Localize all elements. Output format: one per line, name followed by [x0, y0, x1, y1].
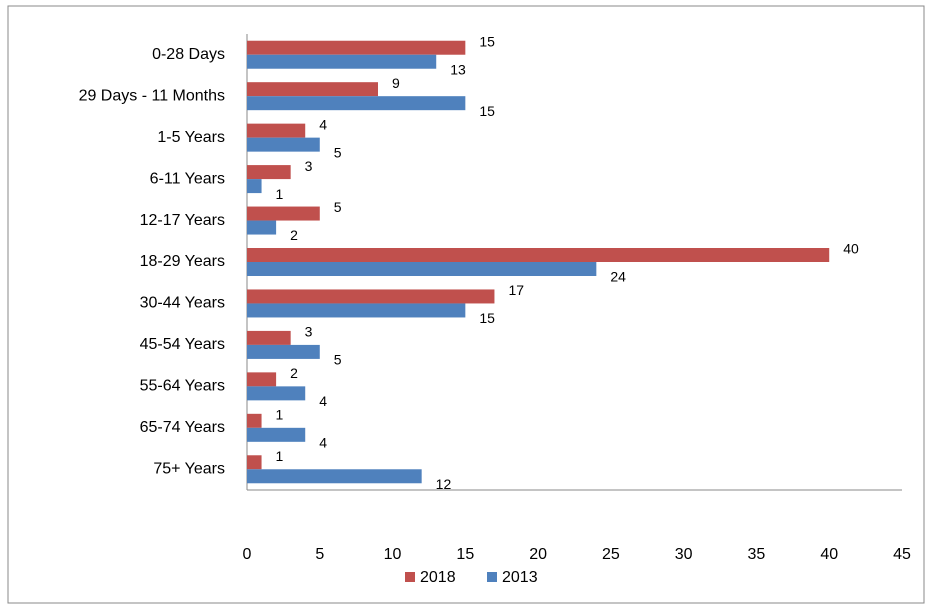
data-label: 4: [319, 393, 327, 409]
bar: [247, 330, 291, 345]
data-label: 1: [276, 407, 284, 423]
x-tick-label: 40: [820, 546, 838, 563]
data-label: 9: [392, 75, 400, 91]
data-label: 40: [843, 241, 859, 257]
x-tick-label: 25: [602, 546, 620, 563]
bar: [247, 469, 422, 484]
y-tick-label: 75+ Years: [153, 460, 225, 477]
bar: [247, 137, 320, 152]
x-tick-label: 0: [243, 546, 252, 563]
data-label: 2: [290, 365, 298, 381]
data-label: 3: [305, 158, 313, 174]
y-tick-label: 65-74 Years: [140, 419, 225, 436]
data-label: 13: [450, 61, 466, 77]
x-tick-label: 45: [893, 546, 911, 563]
legend-swatch: [487, 572, 497, 582]
bar: [247, 248, 830, 262]
legend-label: 2018: [420, 569, 456, 586]
x-tick-label: 10: [384, 546, 402, 563]
bar: [247, 455, 262, 470]
y-tick-label: 12-17 Years: [140, 212, 225, 229]
x-tick-label: 35: [748, 546, 766, 563]
data-label: 4: [319, 435, 327, 451]
data-label: 2: [290, 227, 298, 243]
y-tick-label: 29 Days - 11 Months: [79, 87, 225, 104]
bar: [247, 427, 306, 442]
data-label: 3: [305, 324, 313, 340]
legend-label: 2013: [502, 569, 538, 586]
data-label: 4: [319, 116, 327, 132]
bar: [247, 413, 262, 428]
data-label: 1: [276, 186, 284, 202]
data-label: 5: [334, 144, 342, 160]
data-label: 5: [334, 199, 342, 215]
bar: [247, 165, 291, 180]
data-label: 17: [508, 282, 524, 298]
data-label: 15: [479, 103, 495, 119]
bar: [247, 82, 378, 97]
y-tick-label: 6-11 Years: [150, 170, 225, 187]
bar: [247, 262, 597, 276]
bar: [247, 179, 262, 194]
bar: [247, 40, 466, 55]
data-label: 5: [334, 352, 342, 368]
chart-border: [7, 5, 925, 604]
y-tick-label: 55-64 Years: [140, 378, 225, 395]
bar: [247, 303, 466, 318]
data-label: 24: [610, 269, 626, 285]
y-tick-label: 0-28 Days: [152, 46, 225, 63]
data-label: 12: [436, 476, 452, 492]
bar: [247, 372, 277, 387]
bar: [247, 386, 306, 401]
x-tick-label: 20: [529, 546, 547, 563]
data-label: 1: [276, 448, 284, 464]
x-tick-label: 5: [315, 546, 324, 563]
x-tick-label: 30: [675, 546, 693, 563]
y-tick-label: 30-44 Years: [140, 295, 225, 312]
bar: [247, 123, 306, 138]
legend-swatch: [405, 572, 415, 582]
y-tick-label: 45-54 Years: [140, 336, 225, 353]
bar: [247, 96, 466, 111]
bar: [247, 289, 495, 304]
y-tick-label: 18-29 Years: [140, 253, 225, 270]
data-label: 15: [479, 310, 495, 326]
bar: [247, 220, 277, 235]
x-tick-label: 15: [456, 546, 474, 563]
y-tick-label: 1-5 Years: [157, 129, 225, 146]
bar: [247, 344, 320, 359]
bar: [247, 54, 437, 69]
data-label: 15: [479, 33, 495, 49]
bar: [247, 206, 320, 221]
